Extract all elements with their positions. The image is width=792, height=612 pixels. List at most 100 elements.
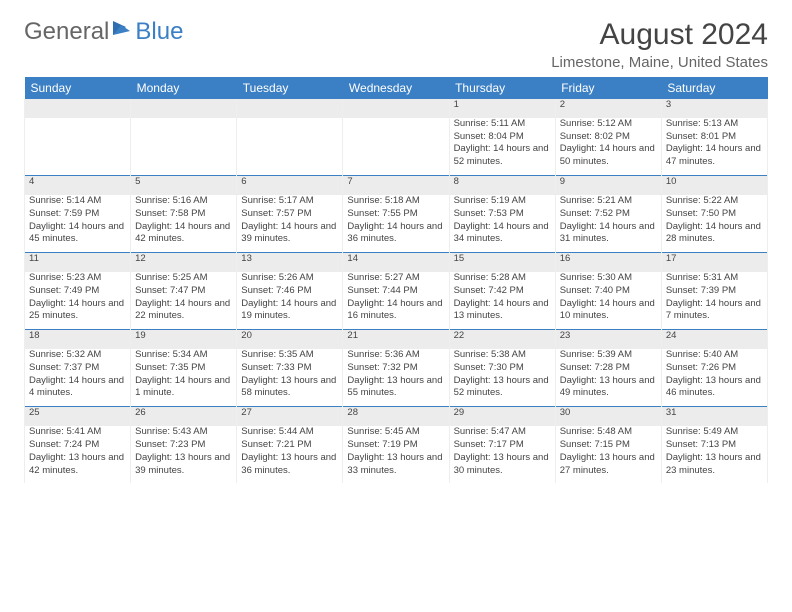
day-number-cell: [131, 99, 237, 118]
day-number-cell: 15: [449, 253, 555, 272]
day-number-cell: 20: [237, 330, 343, 349]
sunrise-line: Sunrise: 5:36 AM: [347, 349, 444, 362]
daylight-line: Daylight: 14 hours and 47 minutes.: [666, 143, 763, 169]
sunrise-line: Sunrise: 5:43 AM: [135, 426, 232, 439]
sunrise-line: Sunrise: 5:39 AM: [560, 349, 657, 362]
sunrise-line: Sunrise: 5:18 AM: [347, 195, 444, 208]
day-content-cell: Sunrise: 5:11 AMSunset: 8:04 PMDaylight:…: [449, 118, 555, 176]
daylight-line: Daylight: 14 hours and 50 minutes.: [560, 143, 657, 169]
week-number-row: 18192021222324: [25, 330, 768, 349]
sunset-line: Sunset: 7:26 PM: [666, 362, 763, 375]
daylight-line: Daylight: 13 hours and 49 minutes.: [560, 375, 657, 401]
day-content-cell: Sunrise: 5:41 AMSunset: 7:24 PMDaylight:…: [25, 426, 131, 483]
sunset-line: Sunset: 7:33 PM: [241, 362, 338, 375]
week-content-row: Sunrise: 5:41 AMSunset: 7:24 PM Daylight:…: [25, 426, 768, 483]
day-content-cell: Sunrise: 5:39 AMSunset: 7:28 PMDaylight:…: [555, 349, 661, 407]
day-number-cell: 11: [25, 253, 131, 272]
sunrise-line: Sunrise: 5:23 AM: [29, 272, 126, 285]
sunrise-line: Sunrise: 5:11 AM: [454, 118, 551, 131]
daylight-line: Daylight: 14 hours and 31 minutes.: [560, 221, 657, 247]
day-content-cell: Sunrise: 5:43 AMSunset: 7:23 PMDaylight:…: [131, 426, 237, 483]
day-content-cell: [343, 118, 449, 176]
day-content-cell: Sunrise: 5:25 AMSunset: 7:47 PMDaylight:…: [131, 272, 237, 330]
daylight-line: Daylight: 14 hours and 45 minutes.: [29, 221, 126, 247]
day-number-cell: 31: [661, 407, 767, 426]
day-number-cell: 10: [661, 176, 767, 195]
sunrise-line: Sunrise: 5:27 AM: [347, 272, 444, 285]
day-number-cell: 18: [25, 330, 131, 349]
brand-logo: General Blue: [24, 18, 183, 46]
sunset-line: Sunset: 7:42 PM: [454, 285, 551, 298]
sunset-line: Sunset: 7:46 PM: [241, 285, 338, 298]
daylight-line: Daylight: 13 hours and 33 minutes.: [347, 452, 444, 478]
day-content-cell: Sunrise: 5:14 AMSunset: 7:59 PMDaylight:…: [25, 195, 131, 253]
sunrise-line: Sunrise: 5:35 AM: [241, 349, 338, 362]
week-number-row: 25262728293031: [25, 407, 768, 426]
sunset-line: Sunset: 7:21 PM: [241, 439, 338, 452]
day-number-cell: 1: [449, 99, 555, 118]
daylight-line: Daylight: 14 hours and 42 minutes.: [135, 221, 232, 247]
sunset-line: Sunset: 7:58 PM: [135, 208, 232, 221]
sunset-line: Sunset: 7:49 PM: [29, 285, 126, 298]
day-content-cell: Sunrise: 5:49 AMSunset: 7:13 PMDaylight:…: [661, 426, 767, 483]
day-number-cell: 6: [237, 176, 343, 195]
sunrise-line: Sunrise: 5:38 AM: [454, 349, 551, 362]
day-content-cell: Sunrise: 5:47 AMSunset: 7:17 PMDaylight:…: [449, 426, 555, 483]
sunset-line: Sunset: 7:59 PM: [29, 208, 126, 221]
sunrise-line: Sunrise: 5:25 AM: [135, 272, 232, 285]
day-content-cell: Sunrise: 5:22 AMSunset: 7:50 PMDaylight:…: [661, 195, 767, 253]
day-content-cell: Sunrise: 5:17 AMSunset: 7:57 PMDaylight:…: [237, 195, 343, 253]
day-number-cell: 22: [449, 330, 555, 349]
day-number-cell: 12: [131, 253, 237, 272]
daylight-line: Daylight: 13 hours and 36 minutes.: [241, 452, 338, 478]
day-number-cell: 26: [131, 407, 237, 426]
sunset-line: Sunset: 8:01 PM: [666, 131, 763, 144]
day-content-cell: Sunrise: 5:21 AMSunset: 7:52 PMDaylight:…: [555, 195, 661, 253]
sunset-line: Sunset: 7:35 PM: [135, 362, 232, 375]
weekday-header: Sunday: [25, 77, 131, 99]
day-content-cell: Sunrise: 5:28 AMSunset: 7:42 PMDaylight:…: [449, 272, 555, 330]
daylight-line: Daylight: 13 hours and 46 minutes.: [666, 375, 763, 401]
day-content-cell: Sunrise: 5:31 AMSunset: 7:39 PMDaylight:…: [661, 272, 767, 330]
day-content-cell: [131, 118, 237, 176]
weekday-header: Saturday: [661, 77, 767, 99]
day-number-cell: 30: [555, 407, 661, 426]
sunrise-line: Sunrise: 5:31 AM: [666, 272, 763, 285]
day-content-cell: Sunrise: 5:40 AMSunset: 7:26 PMDaylight:…: [661, 349, 767, 407]
sunrise-line: Sunrise: 5:44 AM: [241, 426, 338, 439]
daylight-line: Daylight: 13 hours and 52 minutes.: [454, 375, 551, 401]
day-number-cell: 29: [449, 407, 555, 426]
sunset-line: Sunset: 7:24 PM: [29, 439, 126, 452]
day-content-cell: Sunrise: 5:36 AMSunset: 7:32 PMDaylight:…: [343, 349, 449, 407]
sunset-line: Sunset: 7:23 PM: [135, 439, 232, 452]
sunset-line: Sunset: 7:44 PM: [347, 285, 444, 298]
header: General Blue August 2024 Limestone, Main…: [24, 18, 768, 71]
daylight-line: Daylight: 14 hours and 19 minutes.: [241, 298, 338, 324]
sunrise-line: Sunrise: 5:12 AM: [560, 118, 657, 131]
weekday-header: Monday: [131, 77, 237, 99]
sunrise-line: Sunrise: 5:19 AM: [454, 195, 551, 208]
day-content-cell: Sunrise: 5:26 AMSunset: 7:46 PMDaylight:…: [237, 272, 343, 330]
sunset-line: Sunset: 7:17 PM: [454, 439, 551, 452]
day-number-cell: 13: [237, 253, 343, 272]
daylight-line: Daylight: 14 hours and 16 minutes.: [347, 298, 444, 324]
daylight-line: Daylight: 14 hours and 52 minutes.: [454, 143, 551, 169]
sunset-line: Sunset: 7:40 PM: [560, 285, 657, 298]
sunset-line: Sunset: 7:55 PM: [347, 208, 444, 221]
day-number-cell: 7: [343, 176, 449, 195]
week-number-row: 11121314151617: [25, 253, 768, 272]
sunset-line: Sunset: 8:02 PM: [560, 131, 657, 144]
day-number-cell: 21: [343, 330, 449, 349]
week-number-row: 123: [25, 99, 768, 118]
sunset-line: Sunset: 7:47 PM: [135, 285, 232, 298]
sunrise-line: Sunrise: 5:28 AM: [454, 272, 551, 285]
day-content-cell: Sunrise: 5:35 AMSunset: 7:33 PMDaylight:…: [237, 349, 343, 407]
daylight-line: Daylight: 14 hours and 25 minutes.: [29, 298, 126, 324]
weekday-header-row: SundayMondayTuesdayWednesdayThursdayFrid…: [25, 77, 768, 99]
day-number-cell: 9: [555, 176, 661, 195]
location: Limestone, Maine, United States: [551, 54, 768, 71]
day-number-cell: 2: [555, 99, 661, 118]
sunrise-line: Sunrise: 5:41 AM: [29, 426, 126, 439]
day-number-cell: 3: [661, 99, 767, 118]
day-content-cell: Sunrise: 5:38 AMSunset: 7:30 PMDaylight:…: [449, 349, 555, 407]
